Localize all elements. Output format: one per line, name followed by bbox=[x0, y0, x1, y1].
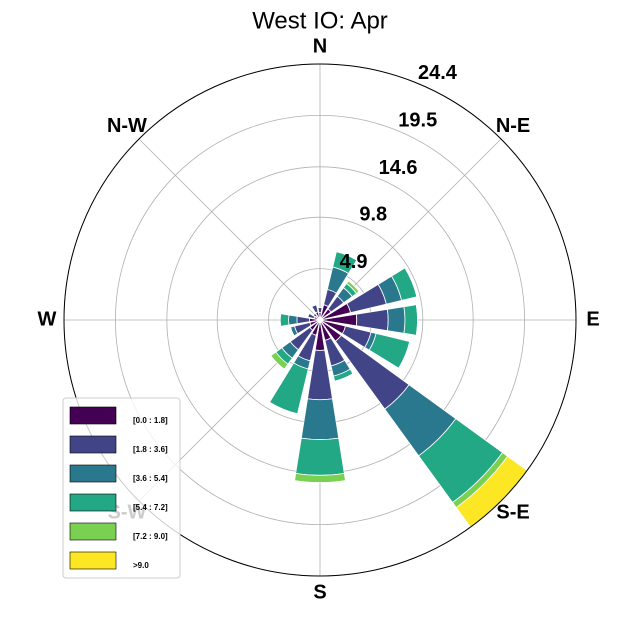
bar-segment bbox=[404, 267, 418, 297]
bar-segment bbox=[334, 373, 354, 382]
legend-label: [0.0 : 1.8] bbox=[133, 416, 168, 425]
bar-segment bbox=[269, 362, 309, 415]
r-tick-label: 19.5 bbox=[398, 109, 437, 131]
direction-label: S-E bbox=[496, 501, 529, 523]
bar-segment bbox=[296, 315, 311, 325]
bar-segment bbox=[403, 304, 418, 336]
grid-spoke bbox=[138, 138, 321, 321]
bar-segment bbox=[279, 313, 290, 327]
r-tick-label: 14.6 bbox=[379, 157, 418, 179]
legend-swatch bbox=[69, 464, 117, 483]
legend-swatch bbox=[69, 522, 117, 541]
r-tick-label: 24.4 bbox=[418, 62, 458, 84]
legend-swatch bbox=[69, 493, 117, 512]
legend-label: >9.0 bbox=[133, 561, 149, 570]
legend-swatch bbox=[69, 435, 117, 454]
bar-segment bbox=[355, 308, 389, 332]
legend-label: [3.6 : 5.4] bbox=[133, 474, 168, 483]
grid-ring bbox=[115, 115, 525, 525]
direction-label: W bbox=[38, 308, 57, 330]
direction-label: N-W bbox=[107, 115, 147, 137]
legend-label: [7.2 : 9.0] bbox=[133, 532, 168, 541]
legend-swatch bbox=[69, 406, 117, 425]
legend: [0.0 : 1.8] [1.8 : 3.6] [3.6 : 5.4] [5.4 : … bbox=[62, 397, 181, 579]
bar-segment bbox=[295, 437, 345, 476]
direction-label: S bbox=[313, 581, 326, 603]
chart-title: West IO: Apr bbox=[252, 7, 388, 34]
bar-segment bbox=[288, 314, 298, 326]
bar-segment bbox=[348, 280, 360, 292]
legend-label: [5.4 : 7.2] bbox=[133, 503, 168, 512]
direction-label: E bbox=[586, 308, 599, 330]
r-tick-label: 9.8 bbox=[359, 203, 387, 225]
legend-label: [1.8 : 3.6] bbox=[133, 445, 168, 454]
polar-frame bbox=[63, 63, 577, 577]
direction-label: N bbox=[313, 35, 327, 57]
direction-label: N-E bbox=[496, 115, 530, 137]
legend-swatch bbox=[69, 551, 117, 570]
r-tick-label: 4.9 bbox=[340, 251, 368, 273]
bar-segment bbox=[311, 304, 317, 307]
bar-segment bbox=[317, 307, 323, 314]
bar-segment bbox=[386, 306, 406, 334]
bar-segment bbox=[300, 398, 340, 440]
bar-segment bbox=[269, 401, 298, 415]
bar-segment bbox=[290, 327, 295, 337]
bar-segment bbox=[312, 312, 316, 316]
bar-segment bbox=[307, 313, 310, 318]
